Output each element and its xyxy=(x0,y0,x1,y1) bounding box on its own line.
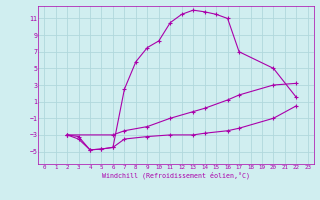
X-axis label: Windchill (Refroidissement éolien,°C): Windchill (Refroidissement éolien,°C) xyxy=(102,171,250,179)
